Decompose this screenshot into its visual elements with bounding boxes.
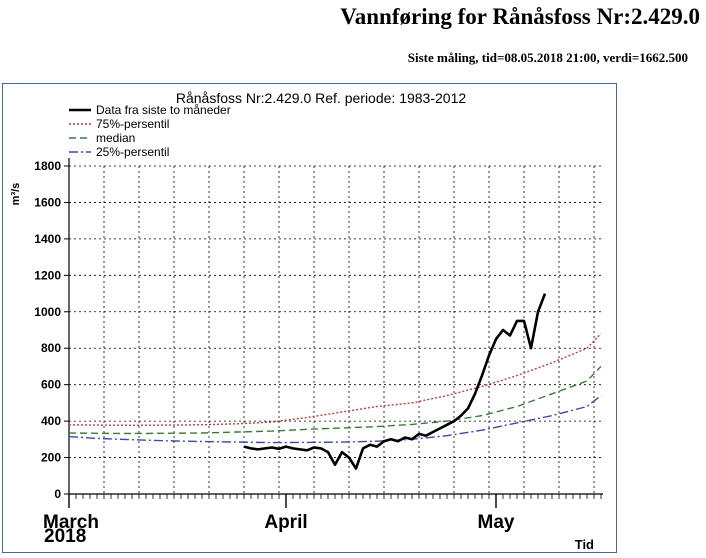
y-tick-label: 200	[41, 451, 61, 465]
y-tick-label: 1400	[34, 232, 61, 246]
y-tick-label: 1800	[34, 159, 61, 173]
series-line-1	[68, 333, 602, 426]
legend-label-3: 25%-persentil	[96, 145, 169, 159]
y-tick-label: 1000	[34, 305, 61, 319]
chart: Rånåsfoss Nr:2.429.0 Ref. periode: 1983-…	[10, 90, 603, 552]
y-tick-label: 1200	[34, 268, 61, 282]
page-subtitle: Siste måling, tid=08.05.2018 21:00, verd…	[407, 50, 688, 65]
y-tick-label: 800	[41, 341, 61, 355]
legend-label-2: median	[96, 131, 135, 145]
x-month-label: March	[43, 512, 99, 533]
y-tick-label: 0	[54, 487, 61, 501]
x-month-label: May	[478, 512, 515, 533]
chart-frame: Rånåsfoss Nr:2.429.0 Ref. periode: 1983-…	[2, 83, 617, 553]
legend-label-1: 75%-persentil	[96, 117, 169, 131]
series-line-2	[68, 365, 602, 435]
y-tick-label: 1600	[34, 195, 61, 209]
y-axis-label: m³/s	[10, 183, 22, 206]
series-line-3	[68, 395, 602, 444]
y-tick-label: 400	[41, 414, 61, 428]
y-tick-label: 600	[41, 378, 61, 392]
x-month-label: April	[264, 512, 307, 533]
chart-title: Rånåsfoss Nr:2.429.0 Ref. periode: 1983-…	[176, 90, 467, 106]
legend-label-0: Data fra siste to måneder	[96, 103, 231, 117]
series-line-0	[243, 293, 547, 470]
x-axis-label: Tid	[575, 537, 594, 552]
page-title: Vannføring for Rånåsfoss Nr:2.429.0	[340, 4, 700, 29]
year-label: 2018	[44, 526, 86, 547]
